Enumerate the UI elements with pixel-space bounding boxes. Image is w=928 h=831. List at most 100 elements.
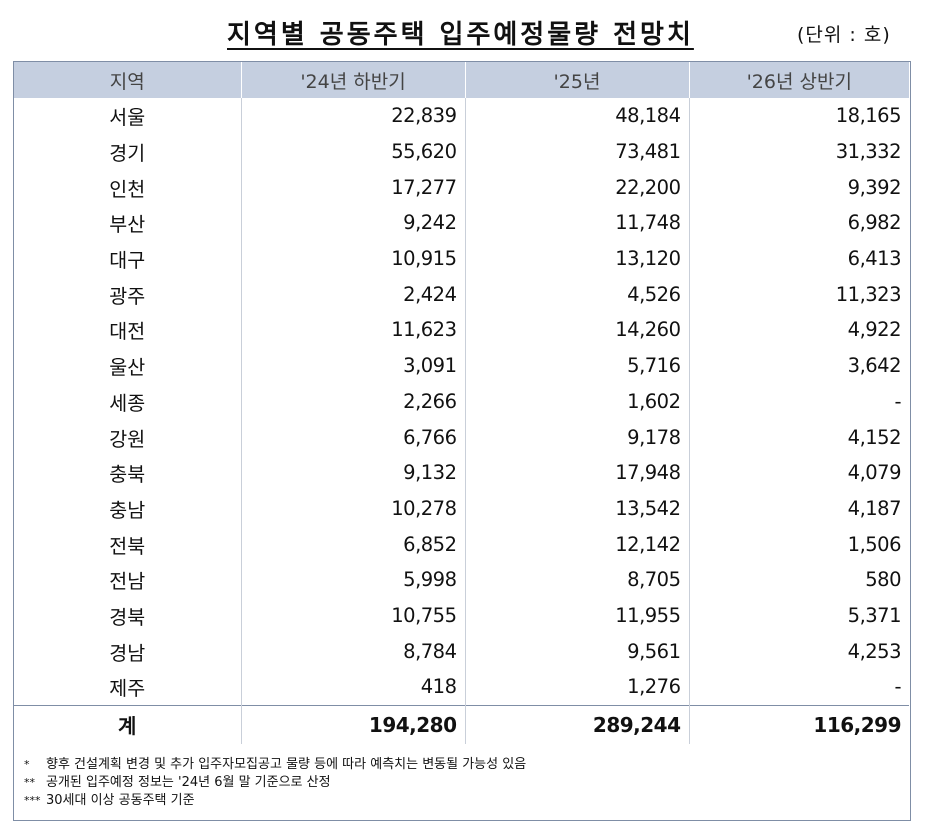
value-2026h1: 4,079 <box>847 461 902 485</box>
footnote-text: 공개된 입주예정 정보는 '24년 6월 말 기준으로 산정 <box>46 775 331 790</box>
value-2026h1: 4,152 <box>847 425 902 449</box>
footnote: ** 공개된 입주예정 정보는 '24년 6월 말 기준으로 산정 <box>24 774 526 792</box>
footnote: *** 30세대 이상 공동주택 기준 <box>24 792 526 810</box>
value-2026h1: 4,187 <box>847 496 902 520</box>
region-cell: 대구 <box>14 240 242 277</box>
value-2025: 17,948 <box>465 454 690 491</box>
value-2024h2: 55,620 <box>241 133 466 170</box>
value-2024h2: 2,424 <box>241 276 466 313</box>
value-2025: 4,526 <box>465 276 690 313</box>
region-cell: 충남 <box>14 490 242 527</box>
value-2026h1: 31,332 <box>835 140 902 164</box>
value-2026h1: 9,392 <box>847 175 902 199</box>
value-2026h1: 6,982 <box>847 211 902 235</box>
value-2024h2: 9,242 <box>241 205 466 241</box>
footnote: * 향후 건설계획 변경 및 추가 입주자모집공고 물량 등에 따라 예측치는 변… <box>24 756 526 774</box>
value-2025: 48,184 <box>465 98 690 134</box>
value-2026h1: - <box>894 675 901 699</box>
table-row: 강원 6,766 9,178 4,152 <box>14 419 909 455</box>
total-value-2024h2: 194,280 <box>241 704 466 744</box>
total-label: 계 <box>14 704 242 744</box>
region-cell: 전북 <box>14 526 242 562</box>
value-2025: 5,716 <box>465 347 690 384</box>
region-cell: 세종 <box>14 383 242 420</box>
header-2024h2: '24년 하반기 <box>241 62 466 98</box>
header-2025: '25년 <box>465 62 690 98</box>
value-2026h1: 18,165 <box>835 104 902 128</box>
value-2025: 13,120 <box>465 240 690 277</box>
header-region: 지역 <box>14 62 242 98</box>
document-title: 지역별 공동주택 입주예정물량 전망치 <box>227 20 694 50</box>
table-row: 충북 9,132 17,948 4,079 <box>14 454 909 491</box>
region-cell: 경남 <box>14 633 242 669</box>
value-2025: 12,142 <box>465 526 690 562</box>
table-row: 부산 9,242 11,748 6,982 <box>14 205 909 241</box>
value-2026h1: 580 <box>865 568 901 592</box>
value-2024h2: 10,915 <box>241 240 466 277</box>
value-2025: 73,481 <box>465 133 690 170</box>
table-row: 충남 10,278 13,542 4,187 <box>14 490 909 527</box>
unit-label: (단위 : 호) <box>797 24 891 46</box>
value-2026h1: 6,413 <box>847 247 902 271</box>
footnote-text: 30세대 이상 공동주택 기준 <box>46 793 195 808</box>
region-cell: 대전 <box>14 312 242 348</box>
footnote-mark: *** <box>24 794 41 807</box>
table-row: 광주 2,424 4,526 11,323 <box>14 276 909 313</box>
table-row: 경북 10,755 11,955 5,371 <box>14 597 909 634</box>
footnote-mark: * <box>24 758 30 771</box>
value-2025: 14,260 <box>465 312 690 348</box>
region-cell: 부산 <box>14 205 242 241</box>
value-2024h2: 8,784 <box>241 633 466 669</box>
value-2026h1: 4,253 <box>847 639 902 663</box>
table-row: 대전 11,623 14,260 4,922 <box>14 312 909 348</box>
table-row: 제주 418 1,276 - <box>14 669 909 706</box>
region-cell: 경북 <box>14 597 242 634</box>
table-row: 서울 22,839 48,184 18,165 <box>14 98 909 134</box>
value-2026h1: 5,371 <box>847 603 902 627</box>
value-2026h1: 3,642 <box>847 354 902 378</box>
value-2025: 1,602 <box>465 383 690 420</box>
region-cell: 강원 <box>14 419 242 455</box>
value-2024h2: 3,091 <box>241 347 466 384</box>
value-2024h2: 10,278 <box>241 490 466 527</box>
value-2026h1: - <box>894 389 901 413</box>
footnote-mark: ** <box>24 776 35 789</box>
region-cell: 충북 <box>14 454 242 491</box>
region-cell: 서울 <box>14 98 242 134</box>
region-cell: 전남 <box>14 561 242 598</box>
value-2025: 22,200 <box>465 169 690 206</box>
value-2024h2: 6,766 <box>241 419 466 455</box>
value-2026h1: 4,922 <box>847 318 902 342</box>
total-value-2025: 289,244 <box>465 704 690 744</box>
table-row: 울산 3,091 5,716 3,642 <box>14 347 909 384</box>
region-cell: 울산 <box>14 347 242 384</box>
value-2024h2: 10,755 <box>241 597 466 634</box>
value-2024h2: 22,839 <box>241 98 466 134</box>
value-2024h2: 17,277 <box>241 169 466 206</box>
footnotes: * 향후 건설계획 변경 및 추가 입주자모집공고 물량 등에 따라 예측치는 변… <box>24 756 526 810</box>
value-2024h2: 9,132 <box>241 454 466 491</box>
region-cell: 제주 <box>14 669 242 706</box>
value-2024h2: 11,623 <box>241 312 466 348</box>
value-2025: 9,561 <box>465 633 690 669</box>
value-2026h1: 1,506 <box>847 532 902 556</box>
header-2026h1: '26년 상반기 <box>689 62 909 98</box>
table-row: 경남 8,784 9,561 4,253 <box>14 633 909 669</box>
region-cell: 광주 <box>14 276 242 313</box>
value-2025: 1,276 <box>465 669 690 706</box>
table-row: 인천 17,277 22,200 9,392 <box>14 169 909 206</box>
total-row: 계 194,280 289,244 116,299 <box>14 704 909 744</box>
value-2024h2: 6,852 <box>241 526 466 562</box>
value-2024h2: 418 <box>241 669 466 706</box>
value-2025: 11,955 <box>465 597 690 634</box>
region-cell: 경기 <box>14 133 242 170</box>
footnote-text: 향후 건설계획 변경 및 추가 입주자모집공고 물량 등에 따라 예측치는 변동… <box>46 757 527 772</box>
value-2025: 11,748 <box>465 205 690 241</box>
table-frame: 지역 '24년 하반기 '25년 '26년 상반기 서울 22,839 48,184… <box>13 61 911 821</box>
table-row: 대구 10,915 13,120 6,413 <box>14 240 909 277</box>
table-header-row: 지역 '24년 하반기 '25년 '26년 상반기 <box>14 62 909 98</box>
value-2026h1: 11,323 <box>835 282 902 306</box>
value-2025: 13,542 <box>465 490 690 527</box>
table-row: 세종 2,266 1,602 - <box>14 383 909 420</box>
housing-supply-table: 지역 '24년 하반기 '25년 '26년 상반기 서울 22,839 48,184… <box>14 62 909 744</box>
